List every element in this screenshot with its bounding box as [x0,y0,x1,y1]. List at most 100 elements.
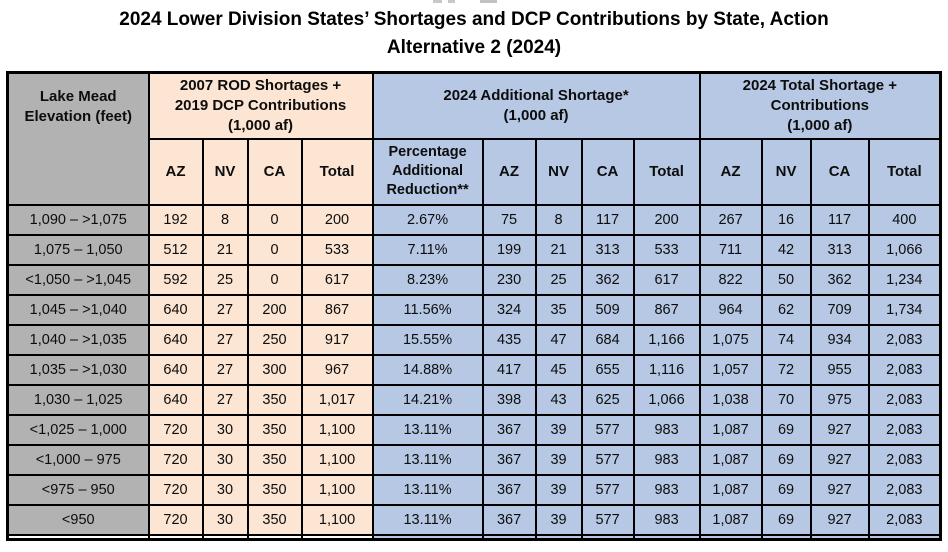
value-cell: 2,083 [867,503,942,536]
value-cell: 640 [147,353,204,386]
value-cell: 577 [580,473,635,506]
partial-cell [147,533,204,541]
value-cell: 199 [481,233,537,266]
value-cell: 13.11% [371,443,484,476]
col-header-nv: NV [534,137,583,206]
value-cell: 400 [867,203,942,236]
col-header-ca: CA [580,137,635,206]
value-cell: 867 [300,293,374,326]
value-cell: 2,083 [867,323,942,356]
value-cell: 42 [760,233,812,266]
value-cell: 720 [147,473,204,506]
value-cell: 362 [809,263,870,296]
col-header-total: Total [632,137,701,206]
partial-cell [246,533,303,541]
partial-cutoff-row [6,533,942,541]
value-cell: 21 [534,233,583,266]
value-cell: 983 [632,473,701,506]
col-header-az: AZ [698,137,763,206]
col-header-total: Total [300,137,374,206]
group-header-line: (1,000 af) [503,106,569,124]
value-cell: 13.11% [371,473,484,506]
value-cell: 617 [300,263,374,296]
elevation-cell: <1,000 – 975 [6,443,150,476]
value-cell: 417 [481,353,537,386]
elevation-cell: 1,075 – 1,050 [6,233,150,266]
value-cell: 983 [632,503,701,536]
value-cell: 21 [201,233,249,266]
value-cell: 1,100 [300,503,374,536]
column-header-row: AZ NV CA Total Percentage Additional Red… [8,137,942,206]
col-header-total: Total [867,137,942,206]
value-cell: 47 [534,323,583,356]
value-cell: 350 [246,383,303,416]
value-cell: 1,087 [698,443,763,476]
partial-cell [867,533,942,541]
partial-cell [481,533,537,541]
value-cell: 967 [300,353,374,386]
value-cell: 50 [760,263,812,296]
value-cell: 69 [760,473,812,506]
value-cell: 964 [698,293,763,326]
col-header-nv: NV [760,137,812,206]
value-cell: 0 [246,203,303,236]
value-cell: 27 [201,383,249,416]
table-row: 1,040 – >1,035 640 27 250 917 15.55% 435 47 684 1… [6,323,942,356]
col-header-az: AZ [147,137,204,206]
value-cell: 350 [246,413,303,446]
value-cell: 117 [809,203,870,236]
table-title-line1: 2024 Lower Division States’ Shortages an… [119,9,829,30]
group-header-line: 2024 Additional Shortage* [443,86,629,104]
value-cell: 69 [760,503,812,536]
value-cell: 533 [632,233,701,266]
table-row: <950 720 30 350 1,100 13.11% 367 39 577 983 1,087 6… [6,503,942,536]
value-cell: 720 [147,443,204,476]
value-cell: 955 [809,353,870,386]
partial-cell [371,533,484,541]
value-cell: 8 [534,203,583,236]
value-cell: 324 [481,293,537,326]
value-cell: 200 [632,203,701,236]
group-header-rod-dcp: 2007 ROD Shortages + 2019 DCP Contributi… [147,71,374,140]
value-cell: 74 [760,323,812,356]
shortages-table: Lake Mead Elevation (feet) 2007 ROD Shor… [6,71,943,541]
table-row: <1,050 – >1,045 592 25 0 617 8.23% 230 25 362 617… [6,263,942,296]
table-title: 2024 Lower Division States’ Shortages an… [0,6,948,62]
table-body: 1,090 – >1,075 192 8 0 200 2.67% 75 8 117 200 267 1… [6,203,942,541]
value-cell: 577 [580,503,635,536]
value-cell: 983 [632,413,701,446]
col-header-percentage-additional-reduction: Percentage Additional Reduction** [371,137,484,206]
value-cell: 617 [632,263,701,296]
value-cell: 200 [246,293,303,326]
value-cell: 62 [760,293,812,326]
value-cell: 2,083 [867,353,942,386]
value-cell: 313 [580,233,635,266]
partial-cell [201,533,249,541]
value-cell: 30 [201,473,249,506]
value-cell: 975 [809,383,870,416]
value-cell: 25 [534,263,583,296]
value-cell: 69 [760,443,812,476]
col-header-az: AZ [481,137,537,206]
elevation-cell: <1,025 – 1,000 [6,413,150,446]
table-row: 1,035 – >1,030 640 27 300 967 14.88% 417 45 655 1… [6,353,942,386]
value-cell: 75 [481,203,537,236]
value-cell: 711 [698,233,763,266]
value-cell: 927 [809,443,870,476]
elevation-cell: 1,030 – 1,025 [6,383,150,416]
value-cell: 27 [201,323,249,356]
value-cell: 192 [147,203,204,236]
value-cell: 533 [300,233,374,266]
value-cell: 867 [632,293,701,326]
value-cell: 1,057 [698,353,763,386]
value-cell: 45 [534,353,583,386]
value-cell: 577 [580,413,635,446]
value-cell: 27 [201,293,249,326]
value-cell: 25 [201,263,249,296]
value-cell: 70 [760,383,812,416]
value-cell: 2,083 [867,473,942,506]
group-header-additional-shortage: 2024 Additional Shortage* (1,000 af) [371,71,701,140]
table-row: 1,090 – >1,075 192 8 0 200 2.67% 75 8 117 200 267 1… [6,203,942,236]
value-cell: 640 [147,293,204,326]
value-cell: 367 [481,503,537,536]
